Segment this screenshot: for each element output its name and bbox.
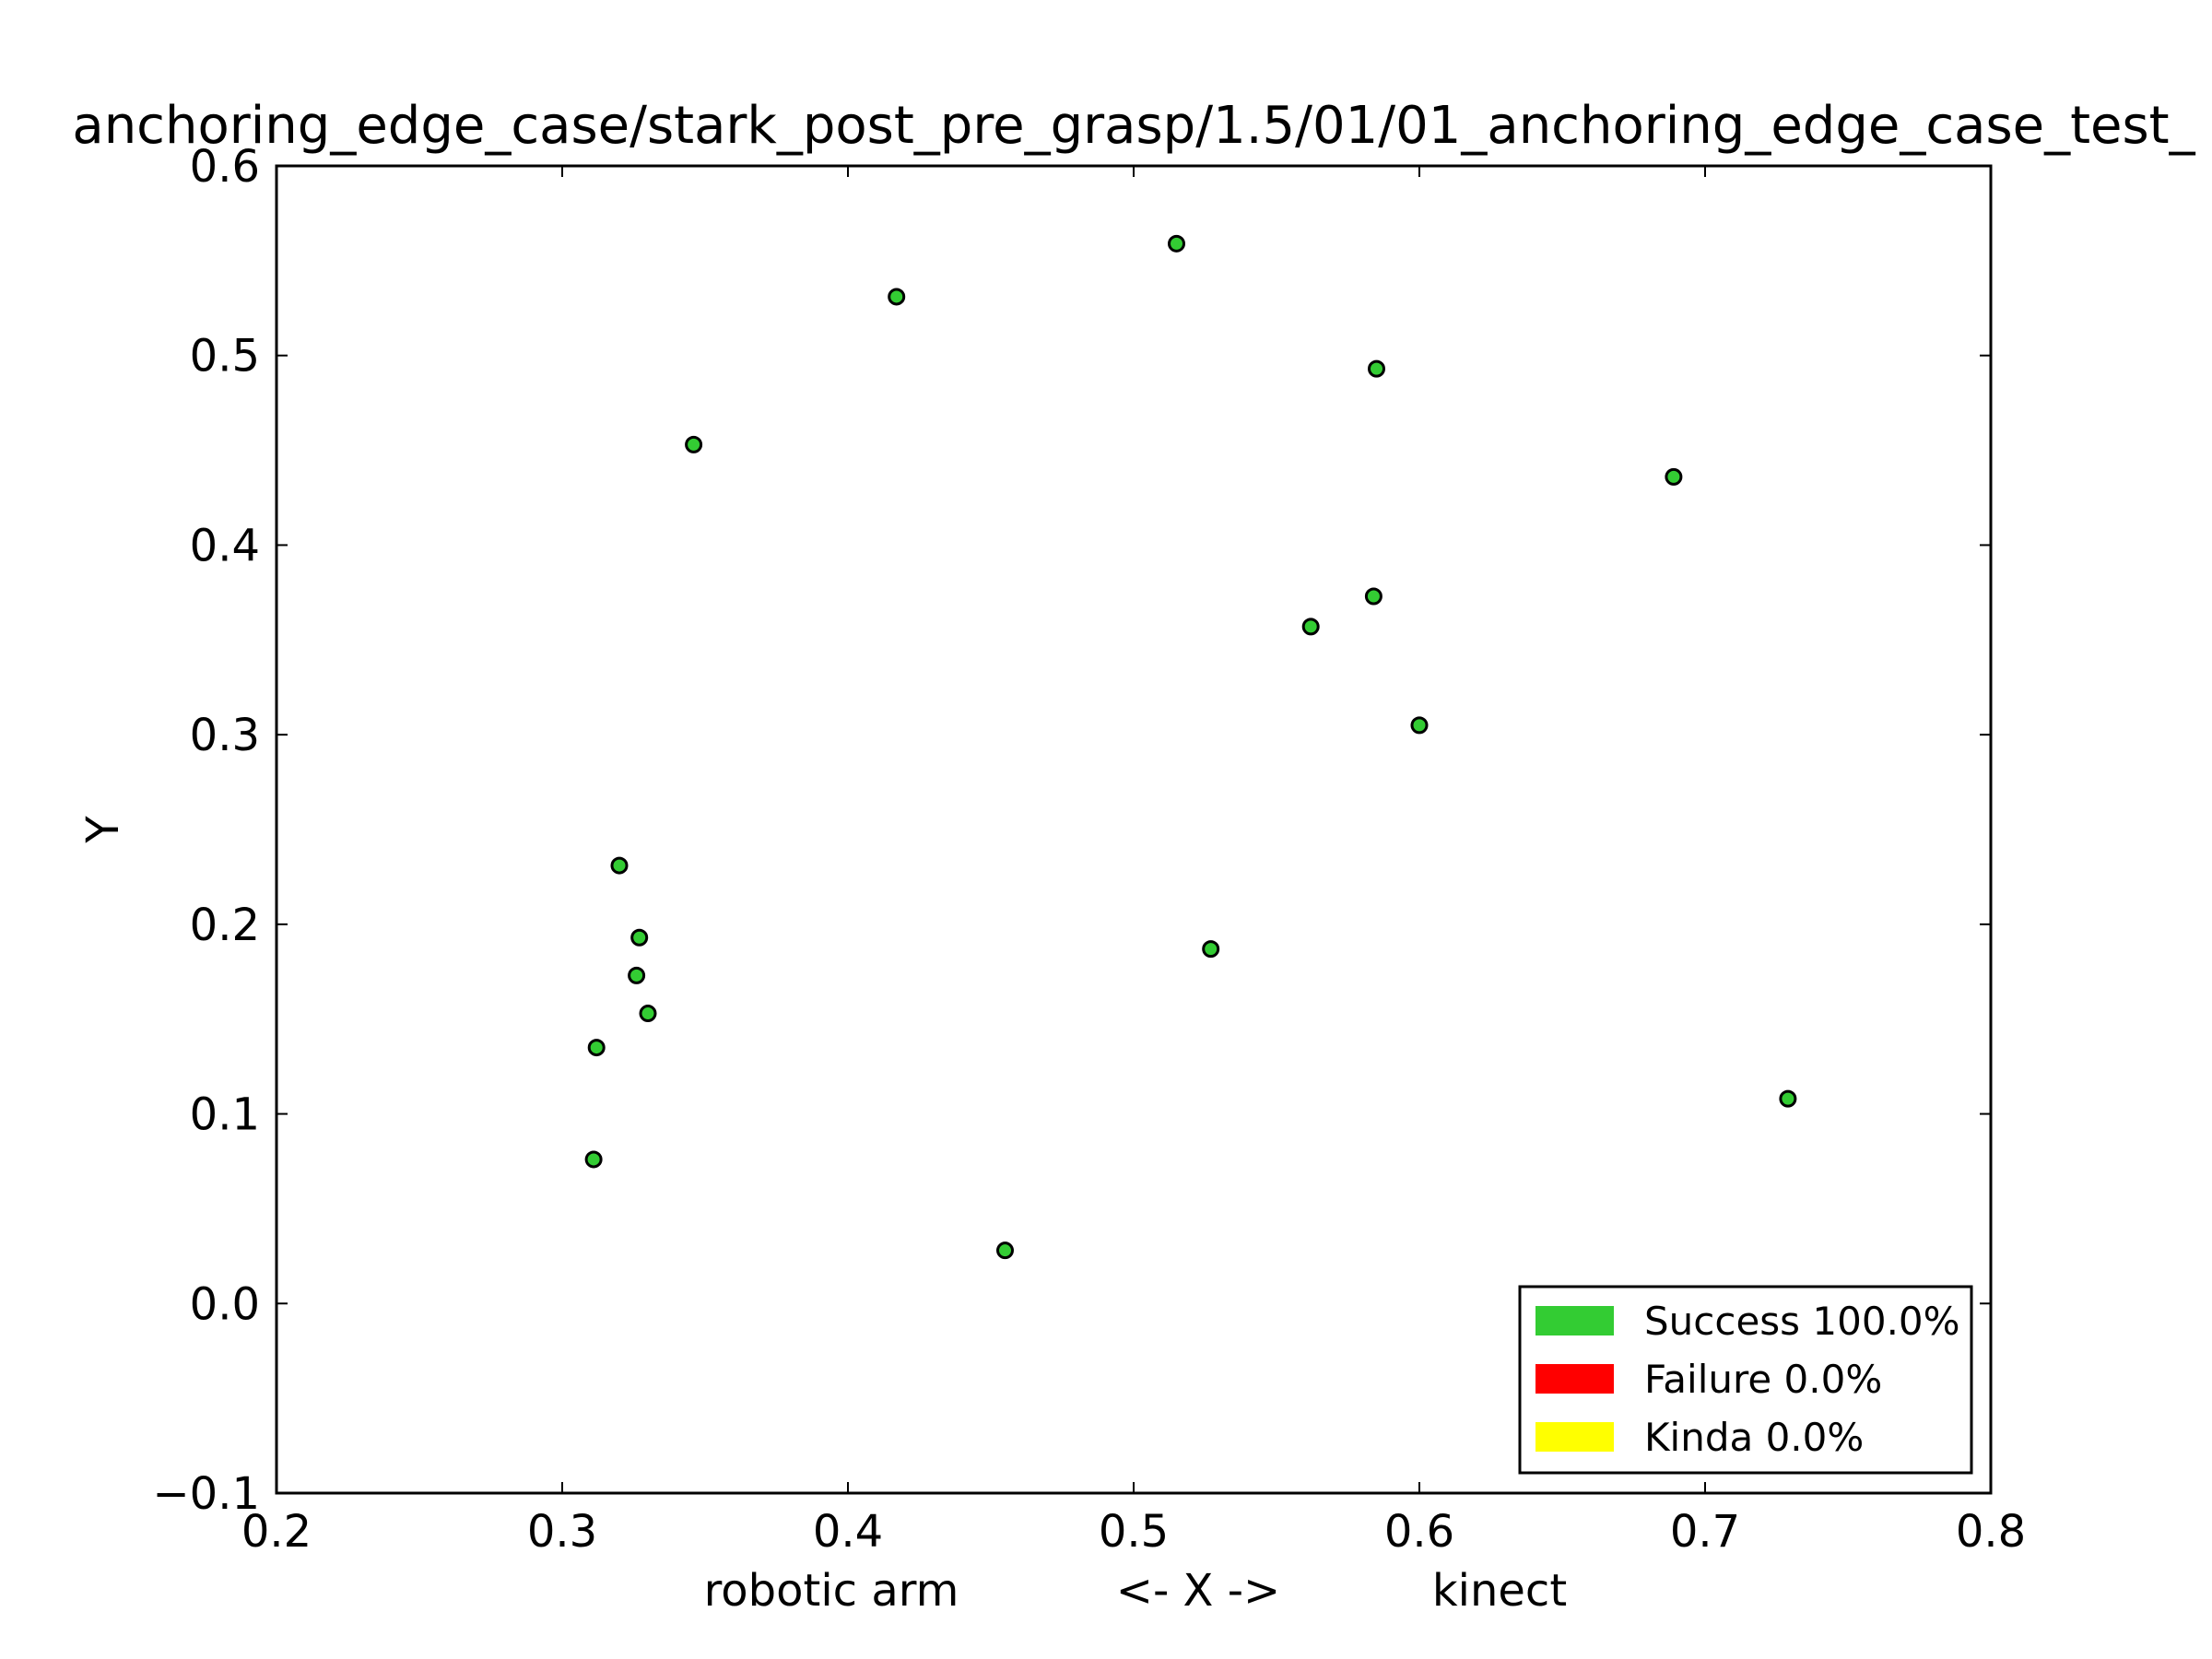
y-tick-label: 0.5 — [190, 331, 260, 382]
y-tick-label: 0.6 — [190, 141, 260, 193]
x-axis-label-center: <- X -> — [1116, 1565, 1280, 1617]
data-point — [1301, 618, 1320, 636]
x-tick-label: 0.4 — [813, 1506, 883, 1558]
data-points — [584, 234, 1797, 1260]
legend-swatch — [1535, 1364, 1614, 1394]
y-tick-label: 0.3 — [190, 710, 260, 761]
data-point — [1665, 467, 1683, 486]
y-tick-labels: −0.1 0.0 0.1 0.2 0.3 0.4 0.5 0.6 — [152, 141, 260, 1520]
data-point — [1168, 234, 1185, 253]
x-tick-label: 0.3 — [527, 1506, 597, 1558]
data-point — [630, 928, 649, 947]
y-tick-label: 0.2 — [190, 900, 260, 951]
y-tick-label: 0.4 — [190, 520, 260, 571]
data-point — [587, 1039, 606, 1057]
y-tick-label: 0.0 — [190, 1278, 260, 1330]
y-tick-label: −0.1 — [152, 1468, 260, 1520]
x-tick-label: 0.5 — [1099, 1506, 1169, 1558]
data-point — [685, 435, 703, 453]
data-point — [1368, 359, 1385, 378]
legend-swatch — [1535, 1306, 1614, 1335]
data-point — [639, 1005, 657, 1023]
x-tick-label: 0.6 — [1384, 1506, 1454, 1558]
data-point — [1410, 716, 1429, 735]
x-tick-labels: 0.2 0.3 0.4 0.5 0.6 0.7 0.8 — [241, 1506, 2026, 1558]
legend-swatch — [1535, 1422, 1614, 1452]
data-point — [1779, 1089, 1797, 1108]
data-point — [888, 288, 906, 306]
legend-label: Failure 0.0% — [1644, 1357, 1882, 1402]
data-point — [584, 1150, 603, 1169]
y-tick-label: 0.1 — [190, 1089, 260, 1141]
chart-title: anchoring_edge_case/stark_post_pre_grasp… — [72, 96, 2195, 156]
x-axis-label-left: robotic arm — [704, 1565, 959, 1617]
data-point — [628, 966, 646, 984]
data-point — [996, 1241, 1014, 1260]
x-tick-label: 0.2 — [241, 1506, 312, 1558]
legend-label: Kinda 0.0% — [1644, 1415, 1864, 1460]
plot-frame — [275, 164, 1993, 1495]
legend-label: Success 100.0% — [1644, 1299, 1960, 1344]
x-tick-label: 0.7 — [1670, 1506, 1740, 1558]
data-point — [1364, 587, 1382, 606]
legend: Success 100.0% Failure 0.0% Kinda 0.0% — [1518, 1285, 1973, 1475]
x-axis-label-right: kinect — [1432, 1565, 1567, 1617]
data-point — [610, 856, 629, 875]
data-point — [1202, 940, 1220, 959]
y-axis-label: Y — [77, 816, 129, 844]
x-tick-label: 0.8 — [1956, 1506, 2026, 1558]
